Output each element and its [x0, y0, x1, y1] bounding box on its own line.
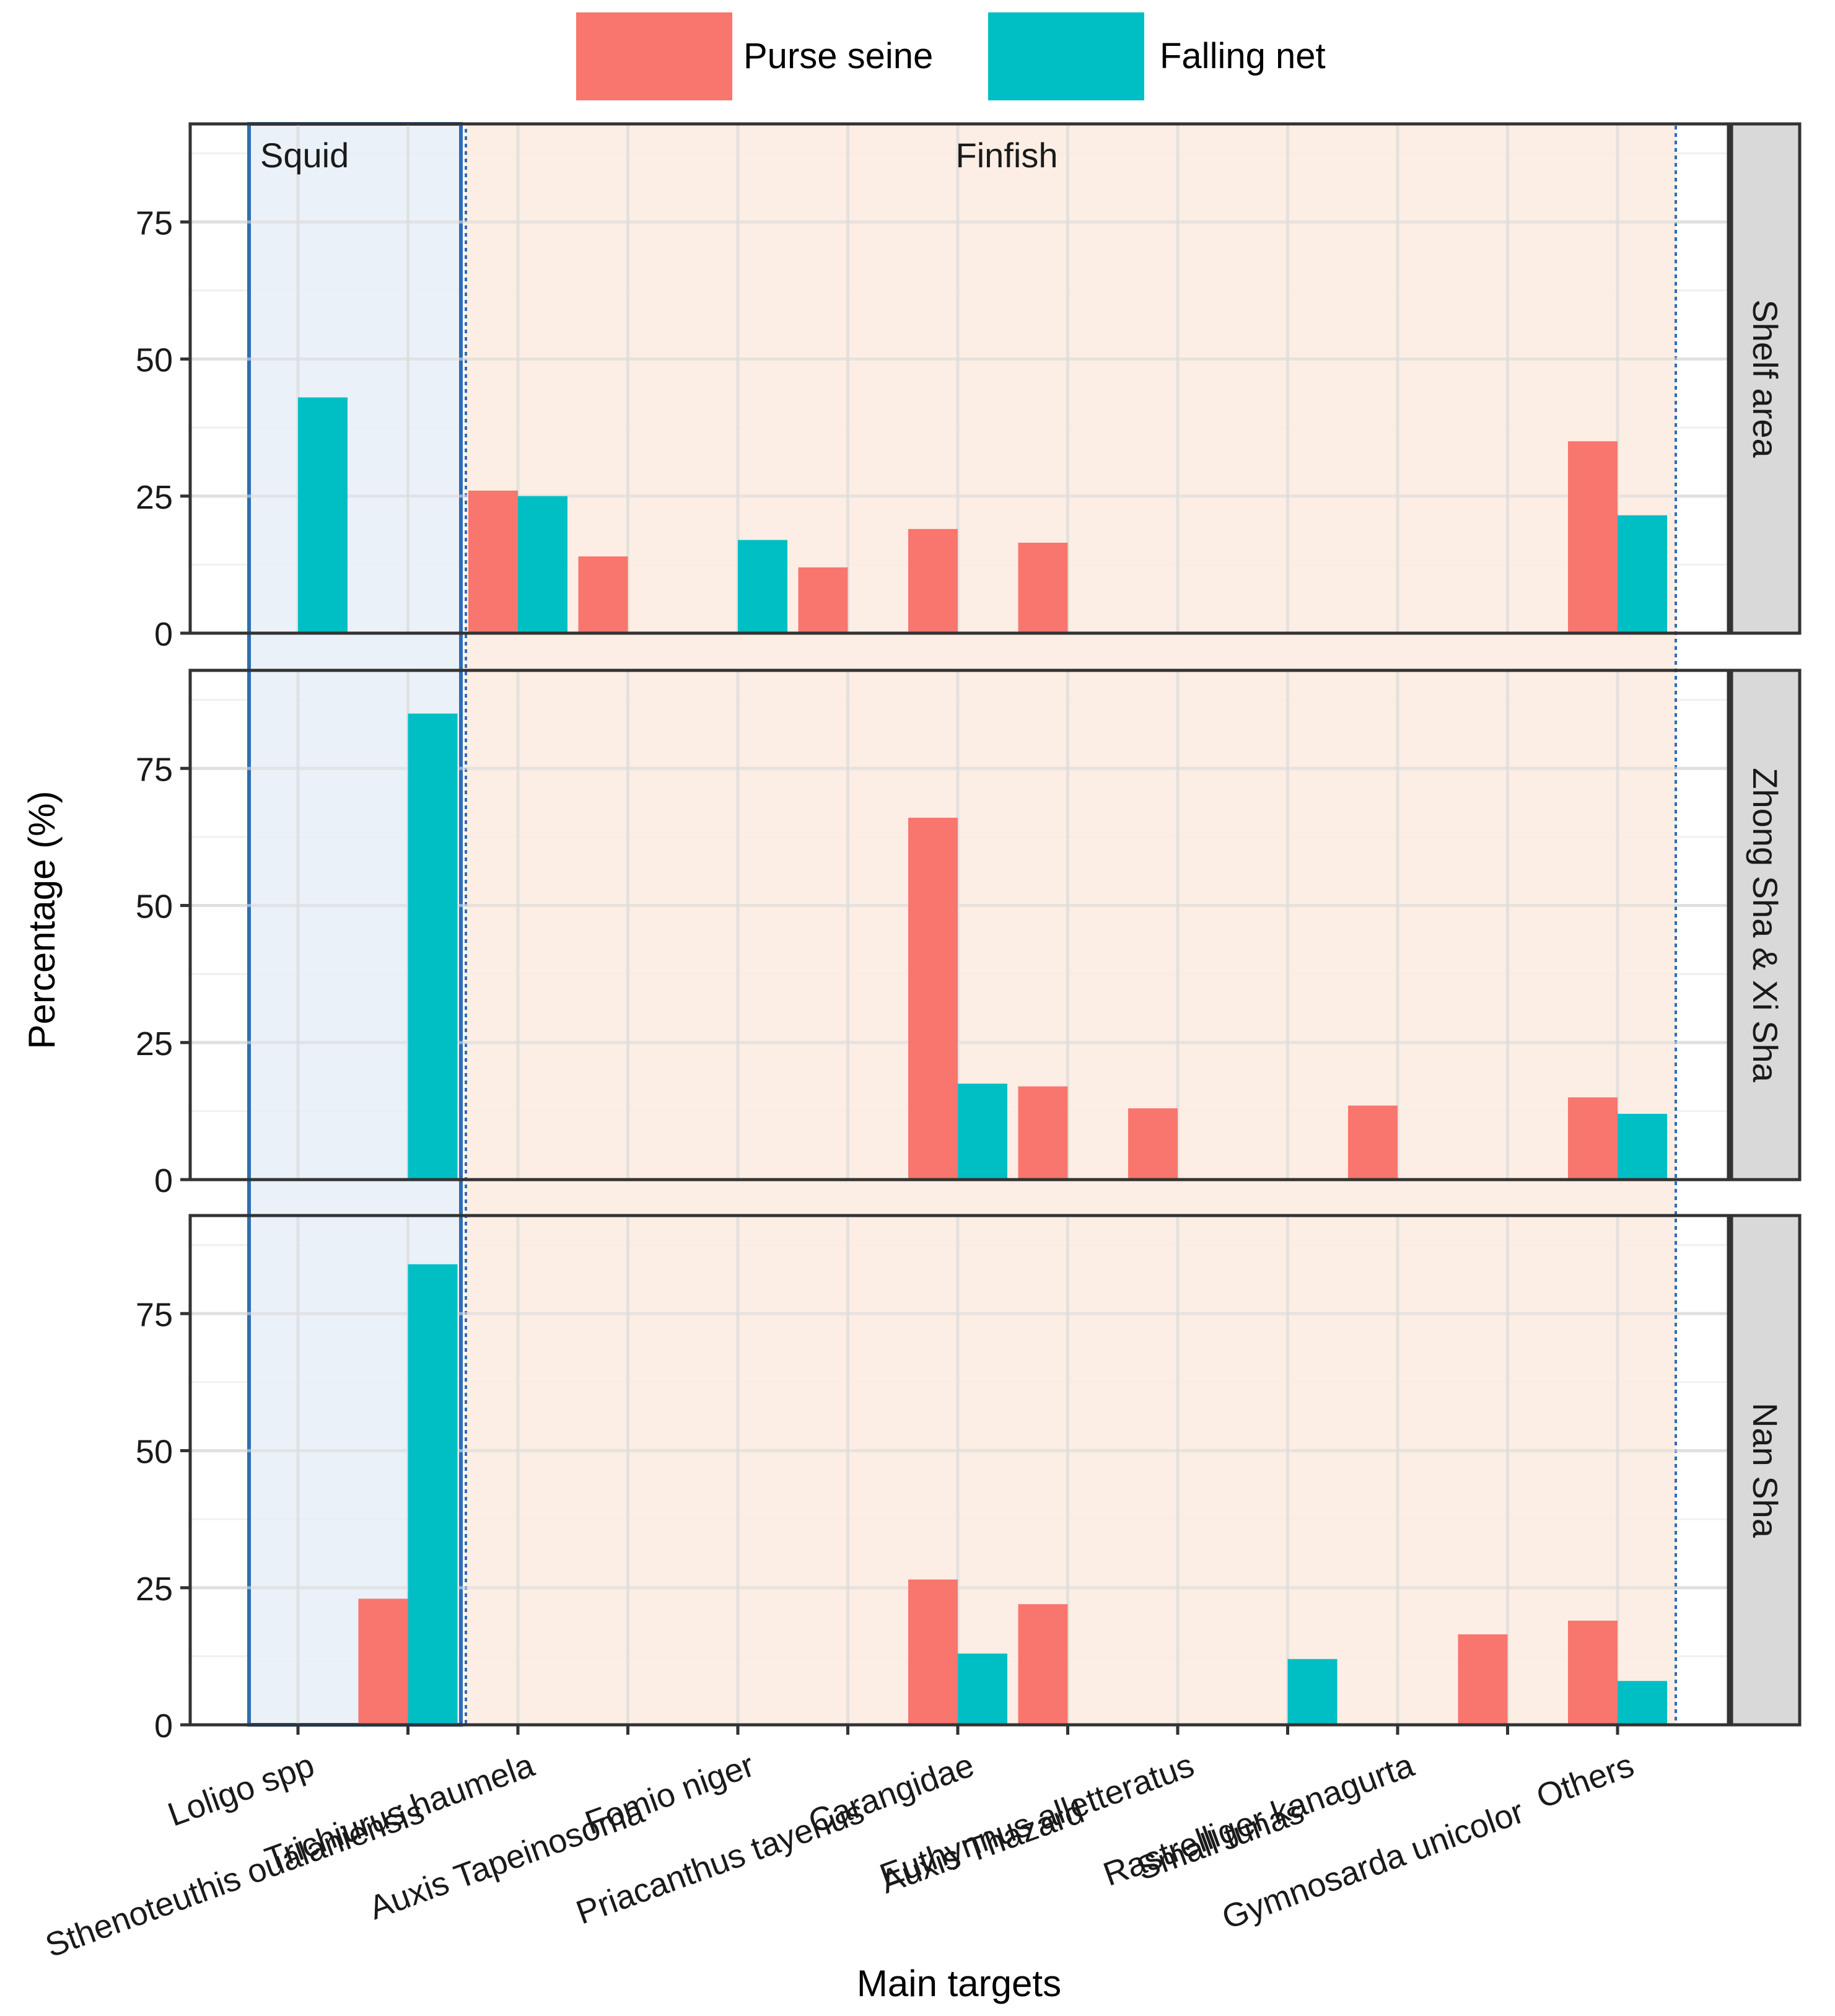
bar-zhong-sha-xi-sha-falling-net-sthenoteuthis-oualaniensis	[408, 713, 458, 1180]
bar-nan-sha-falling-net-sthenoteuthis-oualaniensis	[408, 1264, 458, 1725]
facet-strips: Shelf area Zhong Sha & Xi Sha Nan Sha	[1730, 122, 1802, 1727]
bar-nan-sha-purse-seine-gymnosarda-unicolor	[1458, 1634, 1508, 1725]
bar-shelf-area-purse-seine-auxis-thazard	[1018, 542, 1068, 633]
y-tick-label: 25	[136, 479, 173, 516]
bar-zhong-sha-xi-sha-falling-net-carangidae	[958, 1084, 1007, 1180]
x-tick-label-fomio-niger: Fomio niger	[580, 1746, 759, 1842]
facet-strip-label: Zhong Sha & Xi Sha	[1746, 768, 1785, 1082]
bar-nan-sha-purse-seine-carangidae	[908, 1579, 958, 1725]
y-tick-label: 0	[154, 1707, 173, 1745]
facet-strip-zhong-sha-xi-sha	[1730, 668, 1802, 1181]
y-tick-label: 0	[154, 616, 173, 653]
bar-shelf-area-purse-seine-others	[1568, 441, 1618, 633]
legend: Purse seine Falling net	[576, 12, 1326, 100]
bar-shelf-area-purse-seine-trichiurus-haumela	[468, 490, 518, 633]
bar-zhong-sha-xi-sha-falling-net-others	[1618, 1113, 1667, 1180]
bar-zhong-sha-xi-sha-purse-seine-carangidae	[908, 817, 958, 1180]
x-tick-label-others: Others	[1531, 1746, 1639, 1816]
bar-shelf-area-purse-seine-carangidae	[908, 528, 958, 633]
bar-shelf-area-falling-net-trichiurus-haumela	[518, 496, 567, 633]
y-tick-label: 0	[154, 1162, 173, 1199]
bar-zhong-sha-xi-sha-purse-seine-euthynnus-alletteratus	[1128, 1108, 1178, 1180]
panel-frame	[188, 122, 1730, 635]
group-labels: Squid Finfish	[260, 136, 1058, 175]
bar-shelf-area-falling-net-fomio-niger	[738, 540, 787, 633]
bar-zhong-sha-xi-sha-purse-seine-auxis-thazard	[1018, 1086, 1068, 1180]
legend-key-purse-seine	[576, 12, 732, 100]
y-tick-label: 50	[136, 1434, 173, 1471]
bar-shelf-area-purse-seine-auxis-tapeinosoma	[578, 556, 628, 633]
y-tick-label: 75	[136, 1296, 173, 1333]
y-tick-label: 50	[136, 342, 173, 379]
facet-strip-label: Nan Sha	[1746, 1403, 1785, 1538]
bar-zhong-sha-xi-sha-purse-seine-others	[1568, 1097, 1618, 1180]
panel-frame	[188, 668, 1730, 1181]
bar-nan-sha-falling-net-others	[1618, 1681, 1667, 1725]
x-axis-title: Main targets	[857, 1963, 1061, 2004]
legend-key-falling-net	[988, 12, 1144, 100]
y-tick-label: 75	[136, 751, 173, 788]
group-label-squid: Squid	[260, 136, 349, 175]
legend-label-purse-seine: Purse seine	[743, 36, 933, 76]
y-axis-title: Percentage (%)	[21, 791, 63, 1050]
y-tick-label: 25	[136, 1571, 173, 1608]
group-label-finfish: Finfish	[956, 136, 1058, 175]
x-tick-label-loligo-spp: Loligo spp	[163, 1746, 319, 1834]
bar-nan-sha-purse-seine-others	[1568, 1620, 1618, 1725]
facet-strip-nan-sha	[1730, 1214, 1802, 1727]
y-tick-label: 75	[136, 204, 173, 242]
bar-shelf-area-falling-net-loligo-spp	[298, 397, 348, 633]
facet-strip-shelf-area	[1730, 122, 1802, 635]
bar-shelf-area-falling-net-others	[1618, 515, 1667, 633]
bar-shelf-area-purse-seine-priacanthus-tayenus	[798, 567, 848, 633]
bar-nan-sha-falling-net-carangidae	[958, 1653, 1007, 1725]
bar-nan-sha-falling-net-small-tunas	[1287, 1659, 1338, 1725]
group-box-finfish	[465, 123, 1677, 1726]
facet-strip-label: Shelf area	[1746, 299, 1785, 458]
bar-zhong-sha-xi-sha-purse-seine-rastrelliger-kanagurta	[1348, 1105, 1398, 1180]
bar-nan-sha-purse-seine-sthenoteuthis-oualaniensis	[358, 1598, 408, 1725]
bars	[298, 397, 1667, 1725]
y-tick-label: 25	[136, 1025, 173, 1063]
panel-frames	[188, 122, 1730, 1727]
legend-label-falling-net: Falling net	[1160, 36, 1326, 76]
x-tick-label-carangidae: Carangidae	[804, 1746, 979, 1841]
y-tick-label: 50	[136, 888, 173, 926]
bar-nan-sha-purse-seine-auxis-thazard	[1018, 1604, 1068, 1725]
